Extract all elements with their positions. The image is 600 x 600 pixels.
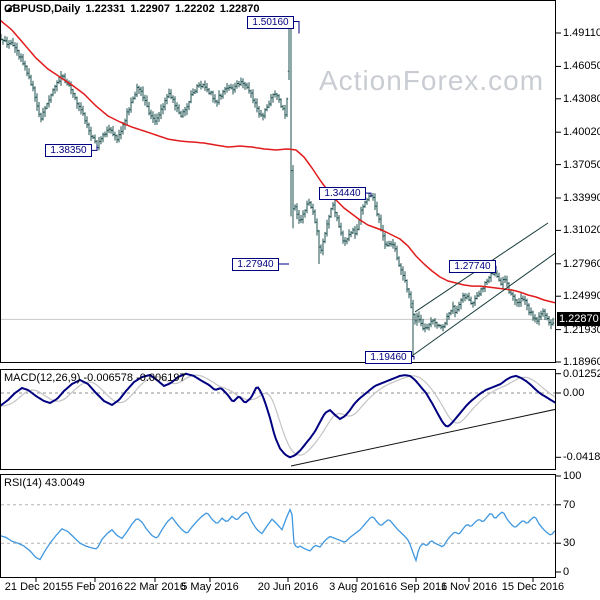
macd-axis-label: -0.041823	[563, 451, 600, 463]
watermark: ActionForex.com	[319, 65, 545, 96]
date-axis-label: 22 Mar 2016	[124, 581, 186, 593]
ohlc-close: 1.22870	[219, 3, 260, 15]
level-connector	[411, 356, 415, 360]
level-connector	[91, 145, 98, 151]
rsi-line	[1, 507, 555, 563]
macd-title-bar: MACD(12,26,9) -0.006578 -0.006197	[4, 372, 186, 384]
rsi-axis-label: 30	[563, 537, 576, 549]
macd-signal-line	[1, 374, 555, 456]
macd-chart-surface[interactable]	[1, 370, 555, 469]
date-axis-label: 5 May 2016	[181, 581, 239, 593]
macd-title: MACD(12,26,9)	[4, 372, 81, 384]
ohlc-open: 1.22331	[85, 3, 126, 15]
date-axis-label: 20 Jun 2016	[257, 581, 319, 593]
macd-axis-label: 0.00	[563, 387, 585, 399]
symbol-period-label: GBPUSD,Daily	[4, 3, 81, 15]
price-level-label[interactable]: 1.34440	[319, 187, 366, 200]
date-axis-label: 5 Feb 2016	[67, 581, 123, 593]
rsi-axis-label: 100	[563, 470, 582, 482]
rsi-axis-label: 70	[563, 499, 576, 511]
macd-value-signal: -0.006197	[136, 372, 186, 384]
chart-title-bar: GBPUSD,Daily 1.22331 1.22907 1.22202 1.2…	[4, 3, 259, 15]
rsi-axis-label: 0	[563, 566, 570, 578]
date-axis-label: 3 Aug 2016	[329, 581, 385, 593]
price-axis-label: 1.37050	[563, 159, 600, 171]
price-axis-label: 1.49110	[563, 27, 600, 39]
current-price-tag: 1.22870	[557, 312, 600, 326]
trendline-0[interactable]	[411, 252, 555, 357]
price-chart-surface[interactable]	[1, 1, 555, 362]
date-axis-label: 1 Nov 2016	[440, 581, 498, 593]
symbol-arrow-icon	[5, 3, 16, 12]
price-axis-label: 1.33990	[563, 192, 600, 204]
rsi-title: RSI(14)	[4, 477, 42, 489]
date-axis-label: 15 Dec 2016	[501, 581, 565, 593]
price-axis-label: 1.21930	[563, 324, 600, 336]
price-axis-label: 1.40020	[563, 126, 600, 138]
price-bars	[1, 21, 555, 357]
macd-trendline[interactable]	[290, 408, 555, 467]
price-level-label[interactable]: 1.38350	[45, 144, 92, 157]
ohlc-low: 1.22202	[174, 3, 215, 15]
macd-axis-label: 0.012522	[563, 368, 600, 380]
rsi-panel[interactable]: RSI(14) 43.0049	[0, 474, 556, 578]
rsi-title-bar: RSI(14) 43.0049	[4, 477, 85, 489]
moving-average-line	[1, 19, 555, 304]
price-axis-label: 1.24990	[563, 290, 600, 302]
level-connector	[365, 192, 372, 198]
macd-main-line	[1, 372, 555, 459]
price-level-label[interactable]: 1.27940	[232, 258, 279, 271]
main-chart-panel[interactable]: ActionForex.com GBPUSD,Daily 1.22331 1.2…	[0, 0, 556, 364]
price-axis-label: 1.18960	[563, 356, 600, 368]
price-axis-label: 1.31020	[563, 224, 600, 236]
price-axis-label: 1.46050	[563, 60, 600, 72]
rsi-value: 43.0049	[44, 477, 85, 489]
ohlc-high: 1.22907	[130, 3, 170, 15]
price-level-label[interactable]: 1.27740	[449, 260, 496, 273]
price-axis-label: 1.27960	[563, 258, 600, 270]
date-axis-label: 16 Sep 2016	[384, 581, 448, 593]
rsi-chart-surface[interactable]	[1, 475, 555, 577]
price-axis-label: 1.43080	[563, 93, 600, 105]
macd-value-main: -0.006578	[83, 372, 134, 384]
date-axis-label: 21 Dec 2015	[4, 581, 68, 593]
level-connector	[293, 21, 300, 34]
macd-panel[interactable]: MACD(12,26,9) -0.006578 -0.006197	[0, 369, 556, 470]
price-level-label[interactable]: 1.50160	[247, 16, 294, 29]
price-level-label[interactable]: 1.19460	[365, 351, 412, 364]
